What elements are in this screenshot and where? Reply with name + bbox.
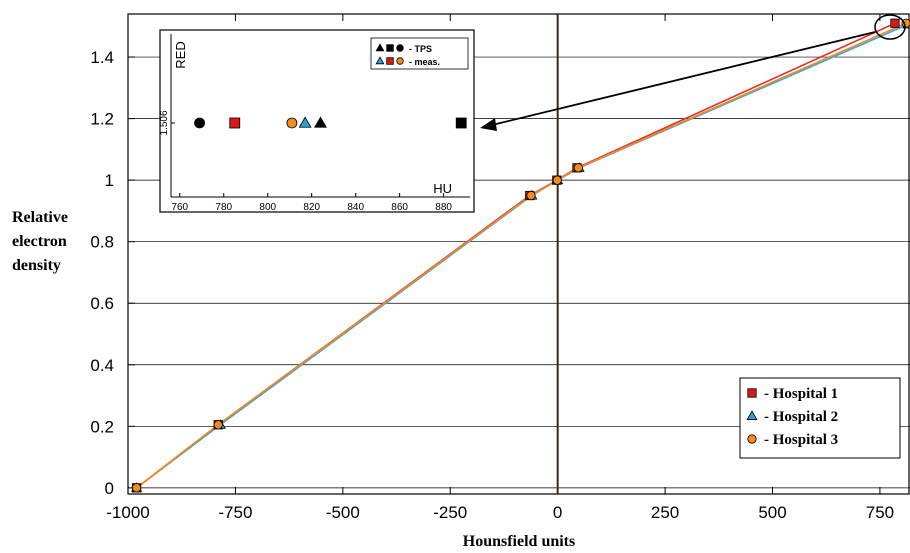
series-lines [136, 22, 909, 489]
data-point-hospital-3 [573, 163, 583, 173]
x-tick-label: -500 [326, 503, 360, 522]
inset-legend-label: - TPS [409, 44, 432, 54]
inset-legend-marker [386, 57, 394, 65]
plot-frame [127, 13, 910, 495]
inset-legend-marker [375, 56, 385, 65]
y-tick-label: 0.6 [90, 294, 114, 313]
x-tick-label: 750 [866, 503, 894, 522]
y-tick-label: 0 [105, 479, 114, 498]
inset-legend-marker [386, 44, 394, 52]
legend-label: - Hospital 1 [764, 386, 838, 402]
x-tick-label: 250 [651, 503, 679, 522]
x-tick-label: -750 [218, 503, 252, 522]
legend-label: - Hospital 2 [764, 409, 838, 425]
data-point-hospital-3 [526, 190, 536, 201]
legend-box [739, 377, 901, 459]
inset-x-tick-label: 780 [215, 202, 232, 213]
x-tick-label: 0 [553, 503, 562, 522]
data-point-hospital-3 [552, 175, 562, 185]
inset-point-meas [286, 117, 298, 129]
zoom-arrow-line [491, 31, 876, 126]
inset-point-TPS [455, 117, 467, 129]
y-tick-label: 1 [105, 171, 114, 190]
data-point-hospital-1 [890, 18, 900, 28]
inset-x-tick-label: 860 [391, 202, 408, 213]
y-tick-label: 0.4 [90, 356, 114, 375]
inset-point-meas [298, 116, 312, 128]
inset-y-axis-title: RED [173, 41, 188, 68]
x-tick-label: -1000 [106, 503, 149, 522]
inset-x-axis-title: HU [433, 181, 452, 196]
inset-point-TPS [314, 116, 327, 128]
legend-marker [747, 434, 757, 444]
y-tick-label: 0.2 [90, 417, 114, 436]
inset-x-tick-label: 880 [435, 202, 452, 213]
y-axis-title-line: density [12, 257, 61, 274]
zoom-arrow-head [480, 118, 497, 131]
legend: - Hospital 1 - Hospital 2 - Hospital 3 [739, 377, 901, 459]
inset-legend-marker [396, 57, 404, 65]
y-tick-label: 1.4 [90, 48, 114, 67]
axes [127, 13, 910, 495]
legend-label: - Hospital 3 [764, 432, 838, 448]
x-tick-label: 500 [758, 503, 786, 522]
y-axis-title-line: Relative [12, 209, 68, 226]
legend-marker [747, 388, 757, 398]
data-point-hospital-3 [213, 420, 223, 430]
inset-legend-marker [375, 43, 385, 52]
series-markers [131, 18, 910, 493]
axis-labels: 0 0.2 0.4 0.6 0.8 1 1.2 1.4 -1000 -750 -500 -250 0 25… [12, 48, 894, 550]
x-tick-label: -250 [433, 503, 467, 522]
inset-legend-label: - meas. [409, 57, 440, 67]
y-axis-title-line: electron [12, 233, 67, 250]
y-tick-label: 0.8 [90, 233, 114, 252]
inset-x-tick-label: 820 [303, 202, 320, 213]
series-line-3 [136, 22, 907, 489]
inset-point-meas [229, 117, 241, 129]
legend-marker [746, 410, 758, 420]
inset-y-value-label: 1.506 [159, 110, 170, 135]
inset-x-tick-label: 760 [171, 202, 188, 213]
x-axis-title: Hounsfield units [463, 533, 575, 550]
inset-legend-marker [396, 44, 404, 52]
inset-zoom: 760 780 800 820 840 860 880 1.506 RED HU - TPS - me… [159, 29, 475, 213]
inset-x-tick-label: 800 [259, 202, 276, 213]
y-tick-label: 1.2 [90, 110, 114, 129]
data-point-hospital-3 [131, 483, 142, 493]
annotations [480, 14, 906, 131]
inset-point-TPS [194, 117, 205, 129]
inset-x-tick-label: 840 [347, 202, 364, 213]
zoom-ellipse [874, 14, 906, 40]
